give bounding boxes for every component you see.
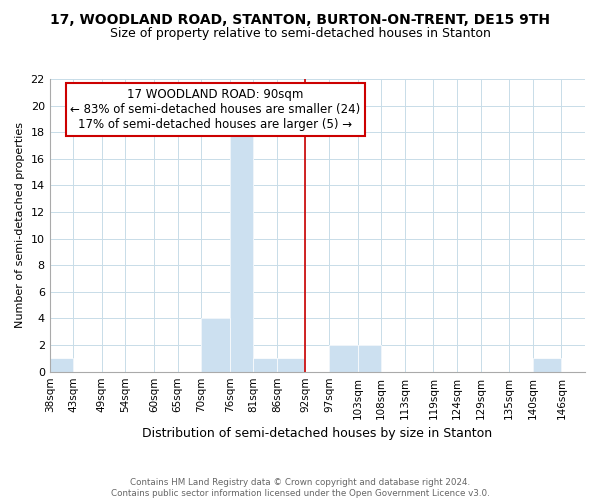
Bar bbox=[329, 345, 358, 372]
X-axis label: Distribution of semi-detached houses by size in Stanton: Distribution of semi-detached houses by … bbox=[142, 427, 493, 440]
Text: Contains HM Land Registry data © Crown copyright and database right 2024.
Contai: Contains HM Land Registry data © Crown c… bbox=[110, 478, 490, 498]
Bar bbox=[277, 358, 305, 372]
Y-axis label: Number of semi-detached properties: Number of semi-detached properties bbox=[15, 122, 25, 328]
Bar bbox=[201, 318, 230, 372]
Bar bbox=[533, 358, 562, 372]
Text: Size of property relative to semi-detached houses in Stanton: Size of property relative to semi-detach… bbox=[110, 28, 490, 40]
Bar bbox=[50, 358, 73, 372]
Bar bbox=[253, 358, 277, 372]
Text: 17, WOODLAND ROAD, STANTON, BURTON-ON-TRENT, DE15 9TH: 17, WOODLAND ROAD, STANTON, BURTON-ON-TR… bbox=[50, 12, 550, 26]
Bar bbox=[230, 132, 253, 372]
Text: 17 WOODLAND ROAD: 90sqm
← 83% of semi-detached houses are smaller (24)
17% of se: 17 WOODLAND ROAD: 90sqm ← 83% of semi-de… bbox=[70, 88, 361, 131]
Bar bbox=[358, 345, 381, 372]
